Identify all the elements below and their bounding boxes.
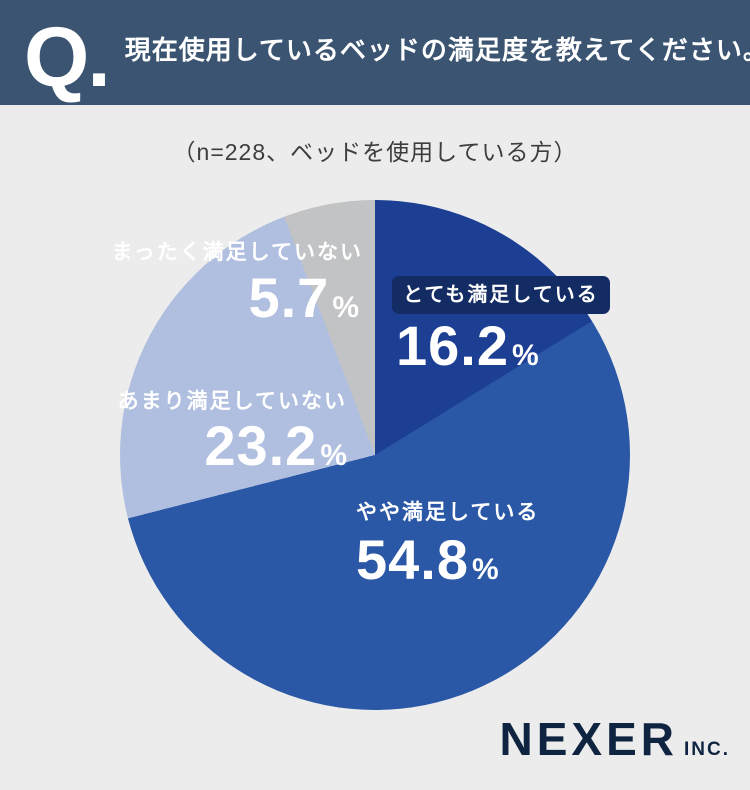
segment-label-pill: とても満足している xyxy=(392,276,610,314)
segment-label: あまり満足していない xyxy=(117,390,347,413)
percent-sign: % xyxy=(320,439,347,472)
brand-name: NEXER xyxy=(499,713,678,765)
segment-number: 54.8 xyxy=(356,528,469,591)
segment-value: 5.7 % xyxy=(111,270,359,326)
segment-value: 23.2 % xyxy=(118,418,347,474)
segment-number: 16.2 xyxy=(396,314,509,377)
sample-size-note: （n=228、ベッドを使用している方） xyxy=(172,139,578,165)
percent-sign: % xyxy=(472,553,499,586)
brand-footer: NEXER INC. xyxy=(500,716,730,762)
segment-value: 16.2 % xyxy=(396,318,610,374)
q-mark: Q. xyxy=(24,9,111,104)
segment-label: まったく満足していない xyxy=(111,241,363,264)
segment-not-very-satisfied: あまり満足していない 23.2 % xyxy=(118,389,347,474)
question-header: Q. 現在使用しているベッドの満足度を教えてください。 xyxy=(0,0,750,105)
segment-label: とても満足している xyxy=(403,284,599,306)
percent-sign: % xyxy=(512,339,539,372)
segment-number: 5.7 xyxy=(248,266,330,329)
question-title: 現在使用しているベッドの満足度を教えてください。 xyxy=(124,35,750,65)
segment-somewhat-satisfied: やや満足している 54.8 % xyxy=(356,500,539,588)
segment-value: 54.8 % xyxy=(356,532,539,588)
segment-very-satisfied: とても満足している 16.2 % xyxy=(392,276,610,374)
segment-label: やや満足している xyxy=(356,501,540,524)
percent-sign: % xyxy=(332,291,359,324)
segment-not-at-all-satisfied: まったく満足していない 5.7 % xyxy=(111,240,363,326)
brand-suffix: INC. xyxy=(684,739,730,760)
segment-number: 23.2 xyxy=(204,414,318,477)
